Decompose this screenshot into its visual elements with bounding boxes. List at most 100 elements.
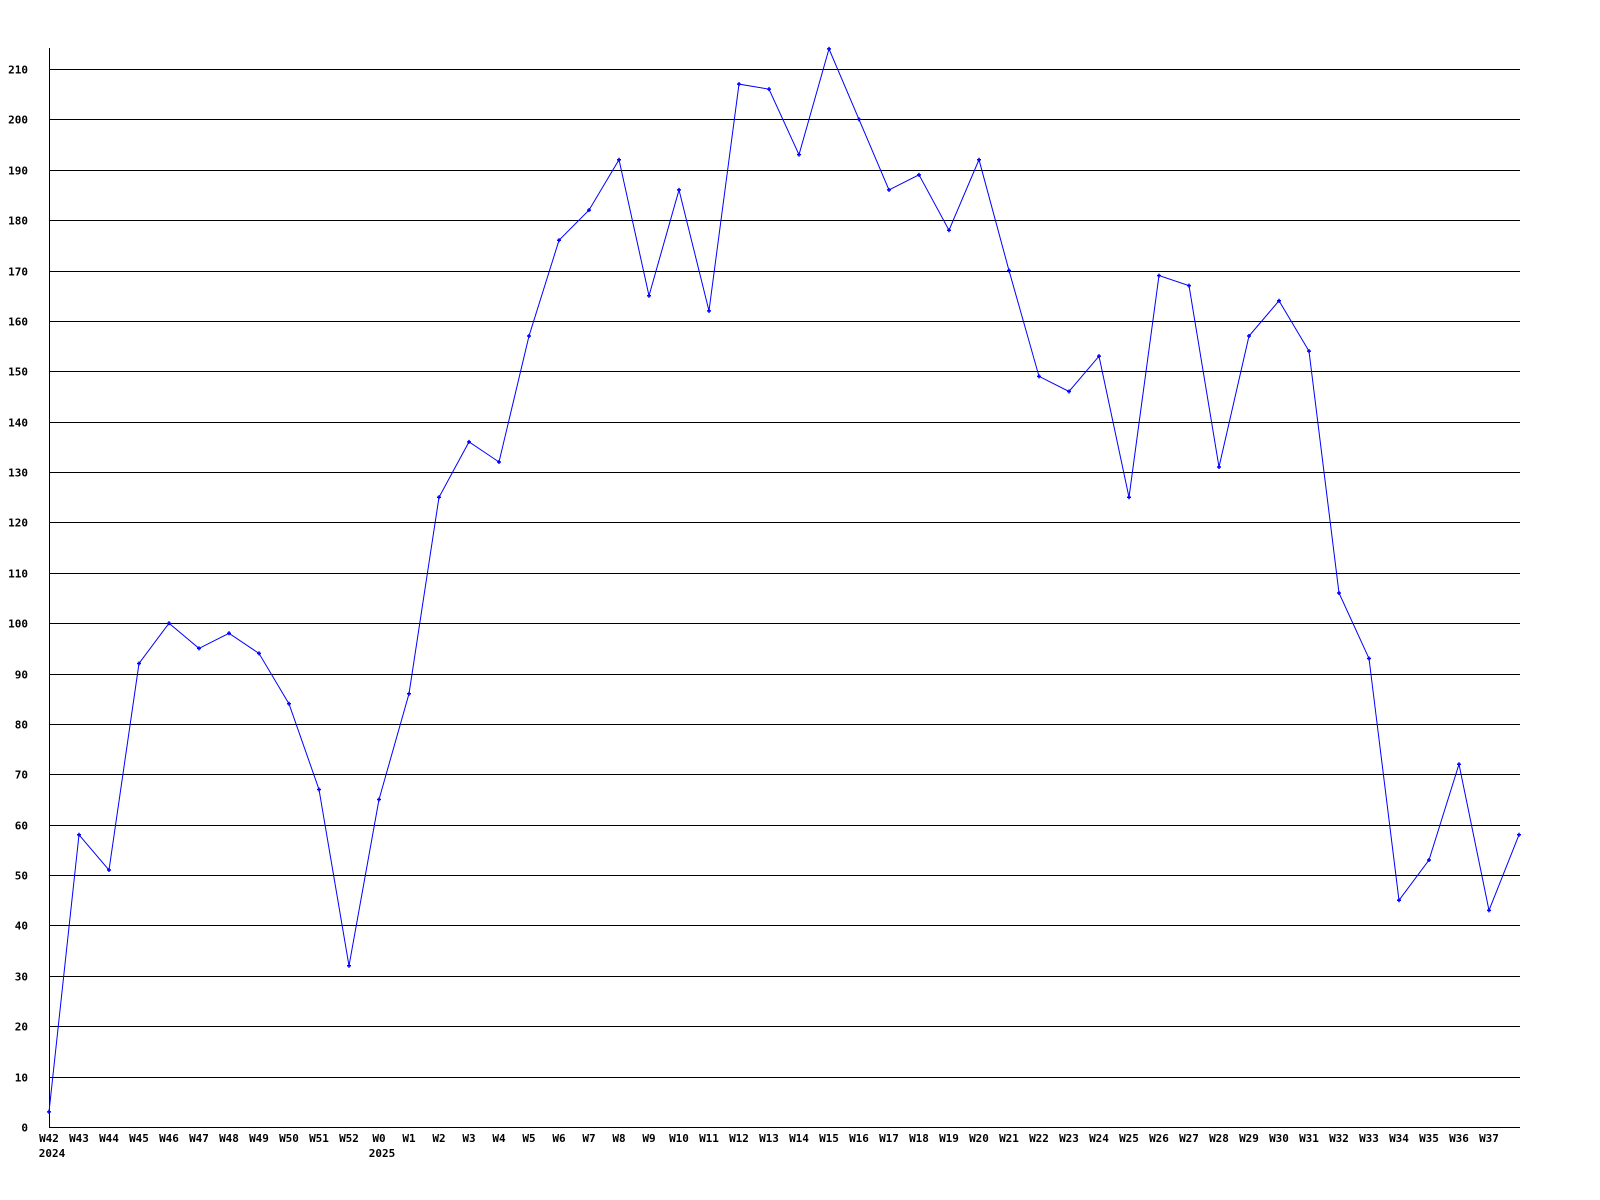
data-point [797, 152, 801, 157]
x-tick-label: W16 [849, 1132, 869, 1145]
x-tick-label: W9 [642, 1132, 655, 1145]
x-tick-label: W21 [999, 1132, 1019, 1145]
data-point [1427, 857, 1431, 862]
data-point [1307, 349, 1311, 354]
y-tick-label: 180 [8, 215, 28, 228]
y-tick-label: 200 [8, 114, 28, 127]
x-tick-label: W7 [582, 1132, 595, 1145]
data-point [1187, 283, 1191, 288]
data-point [1037, 374, 1041, 379]
y-tick-label: 120 [8, 517, 28, 530]
x-tick-label: W44 [99, 1132, 119, 1145]
data-point [857, 117, 861, 122]
x-tick-label: W22 [1029, 1132, 1049, 1145]
x-tick-label: W37 [1479, 1132, 1499, 1145]
x-tick-label: W8 [612, 1132, 625, 1145]
x-axis-ticks: W42 W43 W44 W45 W46 W47 W48 W49 W50 W51 W52 W0 W1 W2 W… [39, 1132, 1499, 1160]
data-point [677, 187, 681, 192]
data-point [1397, 898, 1401, 903]
x-tick-label: W20 [969, 1132, 989, 1145]
x-tick-label: W46 [159, 1132, 179, 1145]
data-point [77, 832, 81, 837]
data-point [647, 293, 651, 298]
data-point [1067, 389, 1071, 394]
y-tick-label: 10 [15, 1072, 28, 1085]
data-point [1217, 465, 1221, 470]
x-tick-label: W19 [939, 1132, 959, 1145]
data-point [347, 963, 351, 968]
data-point [1337, 590, 1341, 595]
x-tick-label: W29 [1239, 1132, 1259, 1145]
data-point [377, 797, 381, 802]
x-tick-label: W30 [1269, 1132, 1289, 1145]
x-tick-label: W28 [1209, 1132, 1229, 1145]
data-point [1007, 268, 1011, 273]
x-tick-label: W52 [339, 1132, 359, 1145]
x-tick-label: W14 [789, 1132, 809, 1145]
x-tick-label: W51 [309, 1132, 329, 1145]
gridlines [49, 69, 1520, 1078]
x-tick-label: W23 [1059, 1132, 1079, 1145]
x-tick-label: W5 [522, 1132, 535, 1145]
x-tick-label: W15 [819, 1132, 839, 1145]
x-tick-label: W6 [552, 1132, 566, 1145]
x-tick-label: W45 [129, 1132, 149, 1145]
data-point [707, 308, 711, 313]
x-tick-label: W36 [1449, 1132, 1469, 1145]
y-tick-label: 0 [21, 1122, 28, 1135]
data-point [557, 238, 561, 243]
data-point [617, 157, 621, 162]
data-point [1127, 495, 1131, 500]
x-tick-label: W47 [189, 1132, 209, 1145]
data-point [497, 459, 501, 464]
x-year-label: 2024 [39, 1147, 66, 1160]
y-tick-label: 190 [8, 165, 28, 178]
x-tick-label: W4 [492, 1132, 506, 1145]
x-tick-label: W24 [1089, 1132, 1109, 1145]
data-point [1517, 832, 1521, 837]
data-point [317, 787, 321, 792]
y-tick-label: 70 [15, 769, 28, 782]
x-tick-label: W10 [669, 1132, 689, 1145]
y-tick-label: 20 [15, 1021, 28, 1034]
x-year-label: 2025 [369, 1147, 396, 1160]
x-tick-label: W50 [279, 1132, 299, 1145]
data-point [947, 228, 951, 233]
x-tick-label: W34 [1389, 1132, 1409, 1145]
y-tick-label: 90 [15, 669, 28, 682]
x-tick-label: W18 [909, 1132, 929, 1145]
data-point [47, 1109, 51, 1114]
y-tick-label: 30 [15, 971, 28, 984]
x-tick-label: W0 [372, 1132, 385, 1145]
x-tick-label: W35 [1419, 1132, 1439, 1145]
x-tick-label: W3 [462, 1132, 475, 1145]
x-tick-label: W17 [879, 1132, 899, 1145]
data-point [107, 868, 111, 873]
data-point [1457, 762, 1461, 767]
data-point [1157, 273, 1161, 278]
x-tick-label: W48 [219, 1132, 239, 1145]
y-axis-ticks: 0 10 20 30 40 50 60 70 80 90 100 110 120 130 140 150 160… [8, 64, 28, 1135]
x-tick-label: W27 [1179, 1132, 1199, 1145]
data-point [1487, 908, 1491, 913]
data-point [977, 157, 981, 162]
y-tick-label: 100 [8, 618, 28, 631]
data-point [407, 691, 411, 696]
y-tick-label: 140 [8, 417, 28, 430]
data-point [587, 208, 591, 213]
data-point [767, 87, 771, 92]
x-tick-label: W32 [1329, 1132, 1349, 1145]
data-point [227, 631, 231, 636]
y-tick-label: 60 [15, 820, 28, 833]
x-tick-label: W42 [39, 1132, 59, 1145]
y-tick-label: 50 [15, 870, 28, 883]
y-tick-label: 160 [8, 316, 28, 329]
y-tick-label: 210 [8, 64, 28, 77]
data-point [197, 646, 201, 651]
x-tick-label: W13 [759, 1132, 779, 1145]
x-tick-label: W11 [699, 1132, 719, 1145]
x-tick-label: W31 [1299, 1132, 1319, 1145]
data-point [167, 621, 171, 626]
y-tick-label: 150 [8, 366, 28, 379]
